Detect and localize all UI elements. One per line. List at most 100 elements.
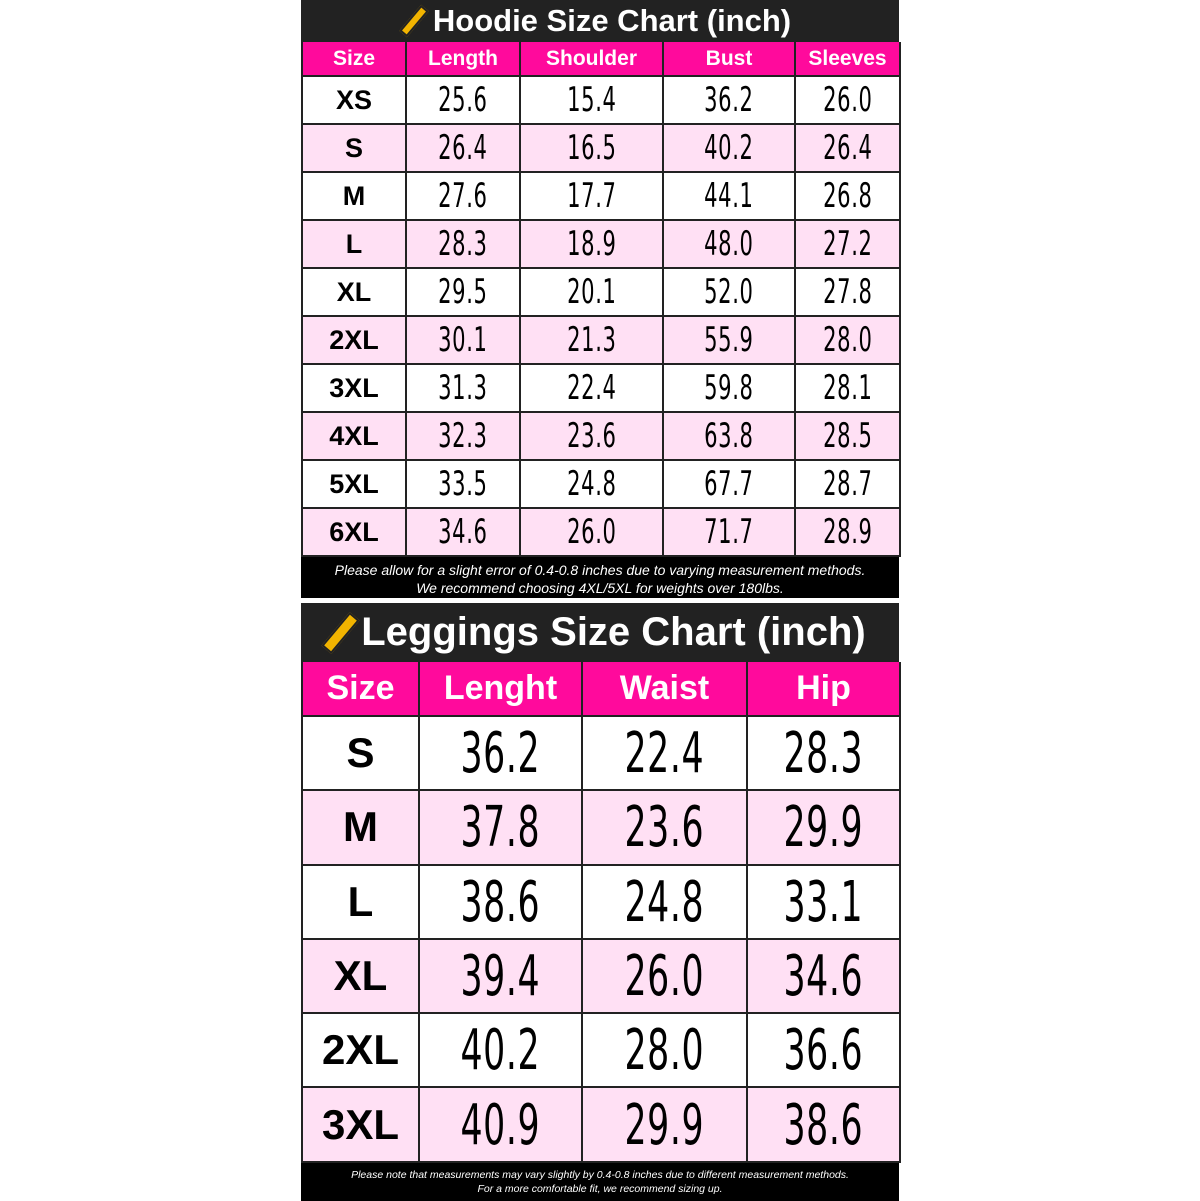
size-cell: S <box>301 123 407 173</box>
measurement-value: 40.9 <box>460 1092 541 1158</box>
measurement-value: 27.6 <box>438 176 488 216</box>
measurement-value: 39.4 <box>460 944 541 1010</box>
measurement-cell: 36.6 <box>746 1012 901 1089</box>
measurement-cell: 36.2 <box>418 714 583 792</box>
size-cell: XS <box>301 75 407 125</box>
size-cell: XL <box>301 267 407 317</box>
measurement-value: 26.8 <box>822 176 873 216</box>
measurement-value: 21.3 <box>566 320 617 360</box>
measurement-cell: 32.3 <box>405 411 521 461</box>
measurement-cell: 26.0 <box>794 75 901 125</box>
measurement-cell: 15.4 <box>519 75 664 125</box>
measurement-cell: 25.6 <box>405 75 521 125</box>
column-header: Hip <box>746 662 901 716</box>
measurement-cell: 39.4 <box>418 937 583 1015</box>
measurement-cell: 17.7 <box>519 171 664 221</box>
measurement-cell: 71.7 <box>662 507 796 557</box>
measurement-cell: 28.7 <box>794 459 901 509</box>
hoodie-chart-title: Hoodie Size Chart (inch) <box>301 0 899 42</box>
measurement-value: 28.0 <box>624 1018 705 1084</box>
column-header: Size <box>301 662 420 716</box>
column-header: Lenght <box>418 662 583 716</box>
size-cell: S <box>301 714 420 792</box>
title-text: Hoodie Size Chart (inch) <box>432 3 792 38</box>
measurement-cell: 28.9 <box>794 507 901 557</box>
measurement-value: 38.6 <box>460 869 541 935</box>
measurement-value: 59.8 <box>704 368 754 408</box>
measurement-cell: 30.1 <box>405 315 521 365</box>
measurement-cell: 36.2 <box>662 75 796 125</box>
measurement-value: 22.4 <box>624 721 705 787</box>
measurement-cell: 63.8 <box>662 411 796 461</box>
measurement-cell: 16.5 <box>519 123 664 173</box>
table-row: XL 29.5 20.1 52.0 27.8 <box>301 267 901 317</box>
measurement-value: 26.0 <box>822 80 873 120</box>
size-cell: 2XL <box>301 1012 420 1089</box>
measurement-cell: 34.6 <box>746 937 901 1015</box>
measurement-cell: 26.0 <box>581 937 748 1015</box>
measurement-value: 27.2 <box>822 224 873 264</box>
size-cell: 5XL <box>301 459 407 509</box>
measurement-value: 30.1 <box>438 320 488 360</box>
size-cell: 3XL <box>301 1086 420 1163</box>
measurement-value: 33.5 <box>438 464 488 504</box>
measurement-cell: 27.6 <box>405 171 521 221</box>
table-row: 4XL 32.3 23.6 63.8 28.5 <box>301 411 901 461</box>
note-line: For a more comfortable fit, we recommend… <box>477 1182 723 1195</box>
measurement-cell: 26.4 <box>794 123 901 173</box>
measurement-cell: 26.8 <box>794 171 901 221</box>
measurement-value: 26.4 <box>822 128 873 168</box>
measurement-value: 25.6 <box>438 80 488 120</box>
measurement-cell: 24.8 <box>581 863 748 940</box>
measurement-value: 48.0 <box>704 224 754 264</box>
leggings-table: Size Lenght Waist Hip S 36.2 22.4 28.3 M 37.8 23.6… <box>301 662 901 1163</box>
table-row: 2XL 30.1 21.3 55.9 28.0 <box>301 315 901 365</box>
measurement-value: 28.9 <box>822 512 873 552</box>
measurement-value: 29.5 <box>438 272 488 312</box>
leggings-chart-title: Leggings Size Chart (inch) <box>301 603 899 662</box>
measurement-cell: 37.8 <box>418 789 583 866</box>
measurement-cell: 38.6 <box>418 863 583 940</box>
measurement-cell: 27.8 <box>794 267 901 317</box>
size-cell: 3XL <box>301 363 407 413</box>
measurement-cell: 40.2 <box>662 123 796 173</box>
size-cell: L <box>301 863 420 940</box>
measurement-cell: 23.6 <box>581 789 748 866</box>
measurement-value: 31.3 <box>438 368 488 408</box>
measurement-value: 26.0 <box>566 512 617 552</box>
table-row: 5XL 33.5 24.8 67.7 28.7 <box>301 459 901 509</box>
measurement-value: 28.7 <box>822 464 873 504</box>
column-header: Length <box>405 42 521 76</box>
measurement-value: 16.5 <box>566 128 617 168</box>
measurement-cell: 48.0 <box>662 219 796 269</box>
leggings-note: Please note that measurements may vary s… <box>301 1162 899 1201</box>
size-cell: XL <box>301 937 420 1015</box>
measurement-value: 24.8 <box>624 869 705 935</box>
measurement-cell: 18.9 <box>519 219 664 269</box>
size-cell: 4XL <box>301 411 407 461</box>
measurement-value: 44.1 <box>704 176 754 216</box>
measurement-value: 29.9 <box>624 1092 705 1158</box>
table-row: 6XL 34.6 26.0 71.7 28.9 <box>301 507 901 557</box>
measurement-value: 18.9 <box>566 224 617 264</box>
ruler-icon <box>399 4 429 38</box>
measurement-value: 17.7 <box>566 176 617 216</box>
measurement-value: 71.7 <box>704 512 754 552</box>
measurement-cell: 28.0 <box>794 315 901 365</box>
measurement-value: 29.9 <box>783 795 864 861</box>
measurement-cell: 22.4 <box>581 714 748 792</box>
ruler-icon <box>321 611 360 654</box>
measurement-value: 36.6 <box>783 1018 864 1084</box>
measurement-value: 26.0 <box>624 944 705 1010</box>
table-row: 3XL 31.3 22.4 59.8 28.1 <box>301 363 901 413</box>
measurement-value: 34.6 <box>438 512 488 552</box>
size-cell: L <box>301 219 407 269</box>
measurement-value: 55.9 <box>704 320 754 360</box>
measurement-value: 20.1 <box>566 272 617 312</box>
measurement-value: 28.1 <box>822 368 873 408</box>
table-row: M 27.6 17.7 44.1 26.8 <box>301 171 901 221</box>
measurement-value: 33.1 <box>783 869 864 935</box>
table-row: L 38.6 24.8 33.1 <box>301 863 901 940</box>
title-text: Leggings Size Chart (inch) <box>361 610 866 654</box>
measurement-cell: 55.9 <box>662 315 796 365</box>
